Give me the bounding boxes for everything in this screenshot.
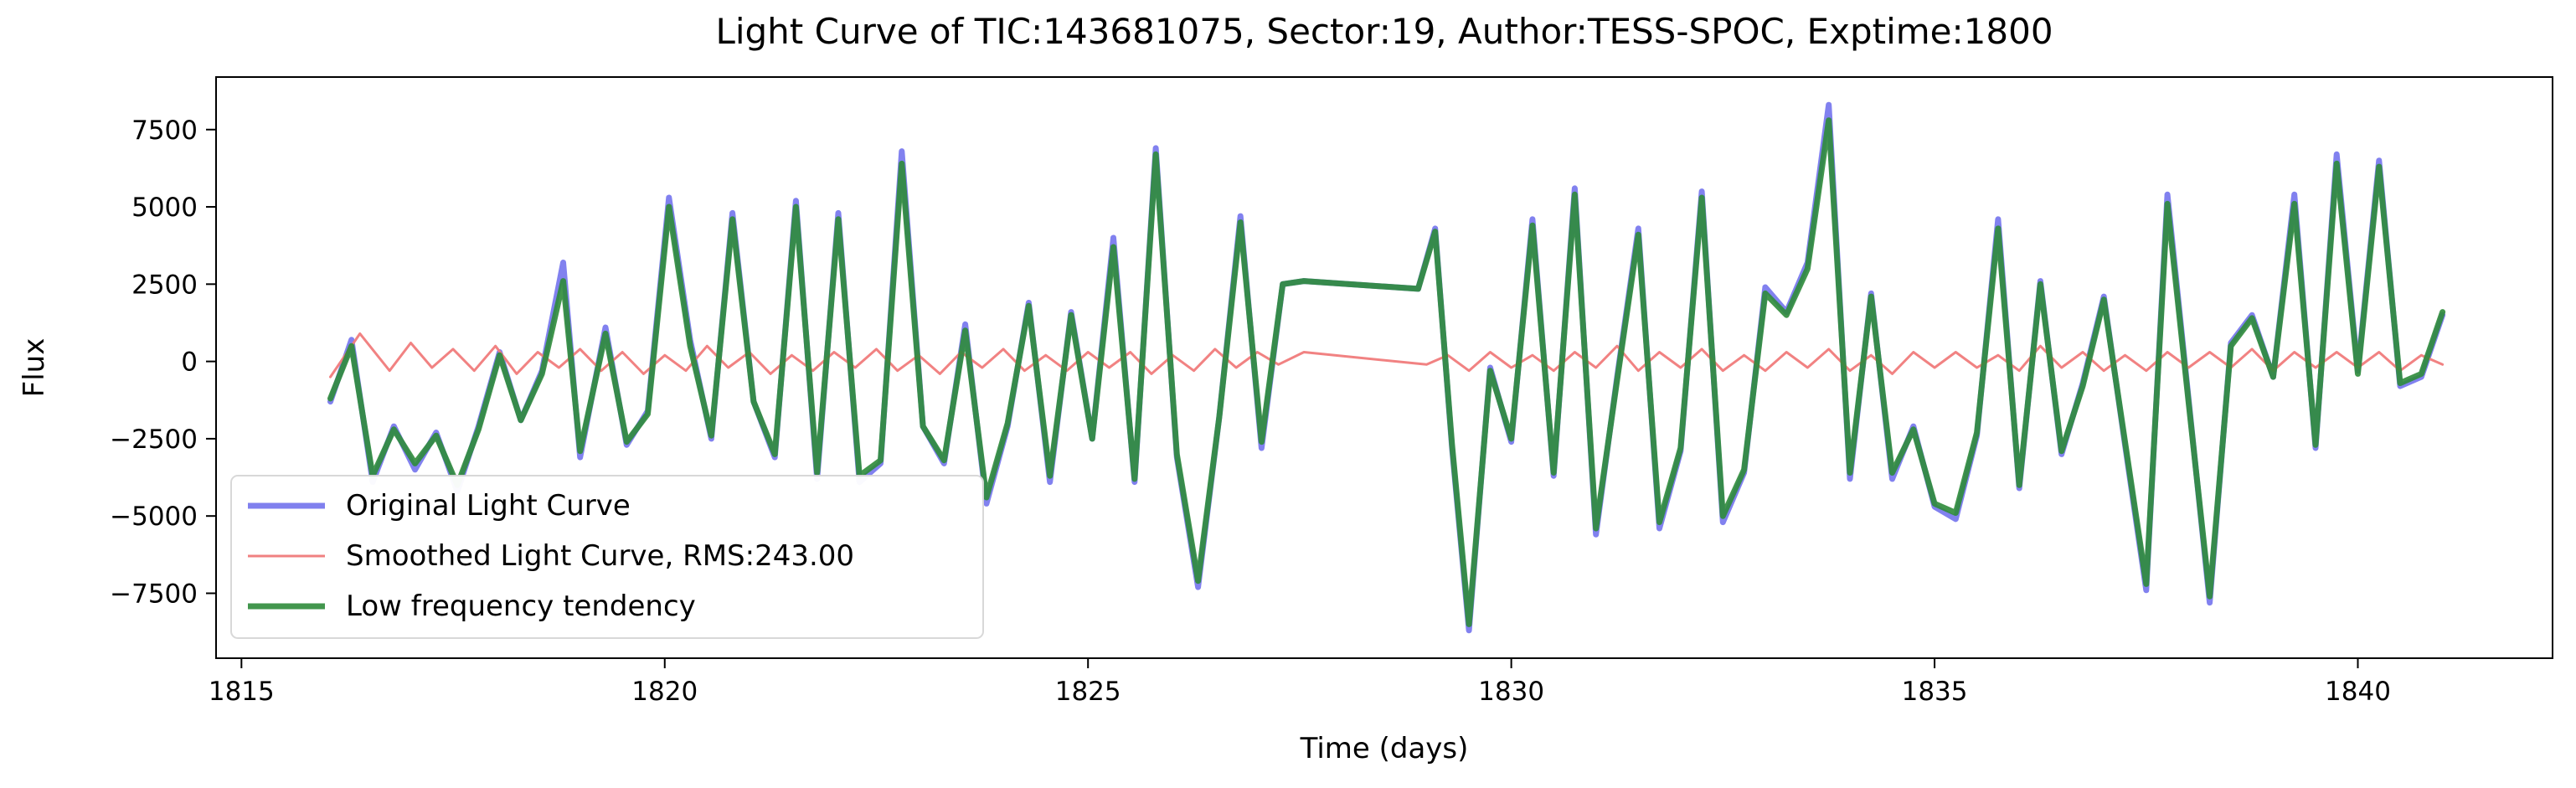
- legend: Original Light Curve Smoothed Light Curve…: [230, 475, 984, 639]
- chart-title: Light Curve of TIC:143681075, Sector:19,…: [715, 11, 2053, 52]
- legend-box: [230, 475, 984, 639]
- y-tick-label--5000: −5000: [110, 502, 198, 532]
- y-tick-label-7500: 7500: [131, 116, 198, 146]
- y-tick-label--7500: −7500: [110, 579, 198, 609]
- plot-frame: [215, 76, 2553, 659]
- plot-area: [215, 76, 2553, 659]
- x-tick-label-1825: 1825: [1055, 677, 1121, 707]
- y-axis-label: Flux: [18, 338, 51, 398]
- y-tick-label-5000: 5000: [131, 193, 198, 223]
- x-tick-label-1835: 1835: [1902, 677, 1968, 707]
- x-tick-label-1840: 1840: [2325, 677, 2391, 707]
- y-tick-label-2500: 2500: [131, 270, 198, 300]
- y-tick-label--2500: −2500: [110, 425, 198, 455]
- series-line-low_frequency: [327, 117, 2446, 627]
- x-axis-label: Time (days): [1300, 732, 1469, 765]
- y-tick-label-0: 0: [181, 348, 198, 378]
- legend-label-low_frequency: Low frequency tendency: [346, 590, 696, 623]
- x-tick-label-1830: 1830: [1478, 677, 1544, 707]
- legend-label-original: Original Light Curve: [346, 489, 631, 523]
- legend-label-smoothed: Smoothed Light Curve, RMS:243.00: [346, 539, 854, 573]
- series-line-original: [327, 101, 2446, 634]
- axis-ticks: 1815 1820 1825 1830 1835 1840 −7500 −5000 −2500 0…: [110, 116, 2391, 707]
- x-tick-label-1815: 1815: [209, 677, 275, 707]
- x-tick-label-1820: 1820: [631, 677, 698, 707]
